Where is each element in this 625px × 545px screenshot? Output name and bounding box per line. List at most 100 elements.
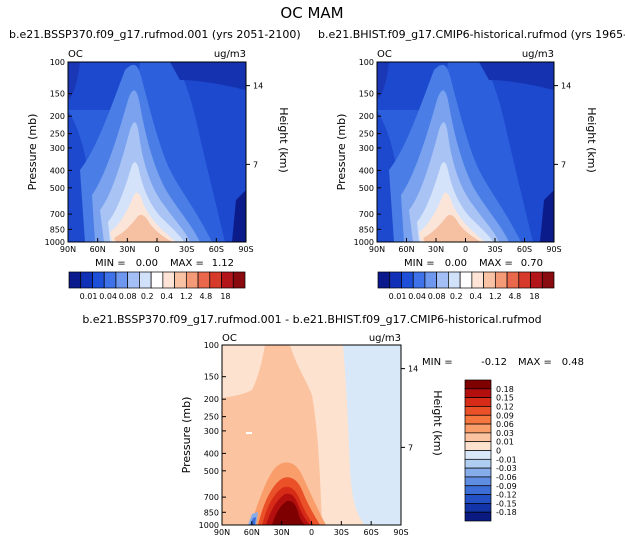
colorbar-label: 0.03 xyxy=(496,429,514,438)
x-tick-label: 30N xyxy=(428,245,444,254)
y-tick-label: 500 xyxy=(359,184,374,193)
colorbar-swatch xyxy=(209,271,222,289)
colorbar-swatch xyxy=(464,423,492,434)
panel-historical-min-label: MIN = xyxy=(404,258,435,269)
colorbar-label: 0.08 xyxy=(119,292,137,301)
x-tick-label: 60N xyxy=(398,245,414,254)
panel-historical-max-label: MAX = xyxy=(479,258,513,269)
colorbar-difference: 0.180.150.120.090.060.030.010-0.01-0.03-… xyxy=(464,379,517,522)
y-tick-label: 300 xyxy=(359,144,374,153)
colorbar-swatch xyxy=(459,271,473,289)
colorbar-swatch xyxy=(464,494,492,504)
panel-difference-max-label: MAX = xyxy=(518,357,552,368)
colorbar-swatch xyxy=(464,467,492,478)
panel-historical-field-label: OC xyxy=(377,49,392,60)
panel-future-max-value: 1.12 xyxy=(212,258,234,269)
colorbar-swatch xyxy=(464,432,492,443)
y-tick-label: 850 xyxy=(359,225,374,234)
colorbar-label: 0.01 xyxy=(80,292,98,301)
x-tick-label: 30S xyxy=(179,245,194,254)
y-tick-label: 100 xyxy=(359,58,374,67)
colorbar-swatch xyxy=(127,271,140,289)
x-tick-label: 30S xyxy=(334,528,349,537)
colorbar-label: 0.08 xyxy=(428,292,446,301)
colorbar-swatch xyxy=(436,271,449,289)
panel-historical: b.e21.BHIST.f09_g17.CMIP6-historical.ruf… xyxy=(318,28,625,301)
colorbar-swatch xyxy=(150,271,164,289)
y-tick-label: 850 xyxy=(50,225,65,234)
y-tick-label: 250 xyxy=(50,130,65,139)
colorbar-swatch xyxy=(221,271,234,289)
x-tick-label: 0 xyxy=(463,245,468,254)
y-tick-label: 400 xyxy=(204,449,219,458)
colorbar-swatch xyxy=(530,271,543,289)
panel-historical-x-axis: 90N 60N 30N 0 30S 60S 90S xyxy=(369,238,562,254)
colorbar-swatch xyxy=(174,271,187,289)
colorbar-swatch xyxy=(464,414,492,425)
y-tick-label: 200 xyxy=(359,112,374,121)
colorbar-label: 0 xyxy=(496,447,501,456)
y-tick-label: 1000 xyxy=(45,238,65,247)
x-tick-label: 60S xyxy=(209,245,224,254)
colorbar-swatch xyxy=(197,271,211,289)
colorbar-label: -0.15 xyxy=(496,499,517,508)
colorbar-swatch xyxy=(518,271,531,289)
colorbar-swatch xyxy=(412,271,426,289)
colorbar-label: 4.8 xyxy=(200,292,213,301)
y-tick-label: 700 xyxy=(204,493,219,502)
panel-difference-ylabel: Pressure (mb) xyxy=(180,397,193,474)
colorbar-swatch xyxy=(464,388,492,398)
y-tick-label: 1000 xyxy=(354,238,374,247)
colorbar-swatch xyxy=(464,397,492,407)
x-tick-label: 90N xyxy=(369,245,385,254)
panel-future-min-label: MIN = xyxy=(95,258,126,269)
colorbar-swatch xyxy=(389,271,402,289)
colorbar-label: -0.06 xyxy=(496,473,517,482)
x-tick-label: 60S xyxy=(364,528,379,537)
colorbar-swatch xyxy=(471,271,484,289)
panel-difference-field-label: OC xyxy=(222,333,237,344)
panel-future-ylabel: Pressure (mb) xyxy=(26,114,39,191)
y-tick-label: 150 xyxy=(204,373,219,382)
panel-future-field-label: OC xyxy=(68,49,83,60)
colorbar-swatch xyxy=(506,271,520,289)
y-tick-label: 500 xyxy=(50,184,65,193)
colorbar-label: 0.18 xyxy=(496,385,514,394)
colorbar-swatch xyxy=(377,271,391,289)
panel-historical-y2label: Height (km) xyxy=(585,107,598,173)
panel-difference-min-value: -0.12 xyxy=(481,357,507,368)
colorbar-swatch xyxy=(92,271,105,289)
x-tick-label: 90N xyxy=(60,245,76,254)
y2-tick-label: 14 xyxy=(253,82,263,91)
y-tick-label: 300 xyxy=(204,427,219,436)
x-tick-label: 30N xyxy=(119,245,135,254)
panel-historical-contours xyxy=(377,62,554,242)
x-tick-label: 60N xyxy=(90,245,106,254)
panel-future-units: ug/m3 xyxy=(214,49,246,60)
colorbar-label: -0.03 xyxy=(496,464,517,473)
y-tick-label: 1000 xyxy=(199,521,219,530)
y-tick-label: 300 xyxy=(50,144,65,153)
colorbar-future: 0.01 0.04 0.08 0.2 0.4 1.2 4.8 18 xyxy=(68,271,246,301)
page-title: OC MAM xyxy=(280,4,343,22)
colorbar-swatch xyxy=(139,271,152,289)
colorbar-label: 1.2 xyxy=(489,292,502,301)
y2-tick-label: 14 xyxy=(408,365,418,374)
y-tick-label: 700 xyxy=(359,210,374,219)
x-tick-label: 30N xyxy=(274,528,290,537)
colorbar-label: 0.4 xyxy=(160,292,173,301)
y-tick-label: 850 xyxy=(204,508,219,517)
colorbar-swatch xyxy=(464,511,492,522)
y-tick-label: 250 xyxy=(359,130,374,139)
colorbar-label: 0.2 xyxy=(450,292,463,301)
colorbar-swatch xyxy=(464,458,492,469)
x-tick-label: 90N xyxy=(214,528,230,537)
panel-future-title: b.e21.BSSP370.f09_g17.rufmod.001 (yrs 20… xyxy=(9,28,301,41)
colorbar-label: 0.4 xyxy=(469,292,482,301)
colorbar-label: 0.04 xyxy=(99,292,117,301)
panel-future: b.e21.BSSP370.f09_g17.rufmod.001 (yrs 20… xyxy=(9,28,301,301)
colorbar-label: -0.01 xyxy=(496,455,517,464)
y2-tick-label: 7 xyxy=(408,443,413,452)
y2-tick-label: 14 xyxy=(561,82,571,91)
